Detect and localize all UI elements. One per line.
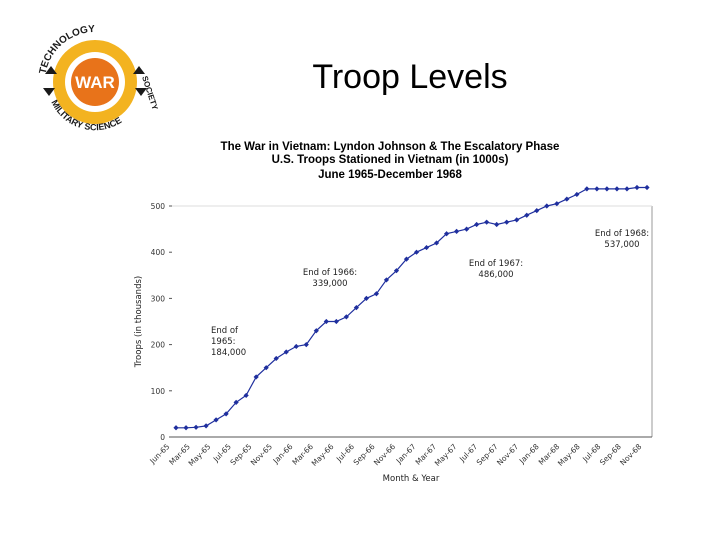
war-technology-society-logo: WAR TECHNOLOGY SOCIETY MILITARY SCIENCE [38,24,160,132]
data-point [594,186,600,192]
y-tick-label: 300 [151,294,166,303]
x-tick-label: May-65 [187,442,213,468]
annotation-line: 537,000 [604,240,639,250]
annotation-line: End of [211,326,239,336]
data-point [333,318,339,325]
data-point [443,231,450,237]
logo-arrow-icon [133,66,145,74]
data-point [253,374,259,380]
data-point [544,203,550,209]
data-point [634,184,640,191]
data-point [644,184,650,191]
data-point [283,349,289,355]
y-tick-label: 0 [160,433,165,442]
annotation-line: 1965: [211,337,236,347]
data-point [183,425,189,431]
data-point [574,191,580,198]
data-point [564,196,570,202]
data-point [193,424,199,430]
y-axis-label: Troops (in thousands) [134,276,144,368]
data-point [474,221,480,228]
annotation-label: End of 1968: 537,000 [595,229,649,250]
logo-arrow-icon [135,88,147,96]
data-point [494,221,500,228]
data-point [203,423,209,429]
x-tick-label: Nov-66 [372,442,397,467]
data-point [413,249,420,255]
data-point [514,217,520,223]
data-point [213,417,219,423]
series-line [176,186,647,429]
data-point [373,291,380,297]
data-point [293,343,299,350]
annotation-line: 486,000 [478,270,513,280]
x-tick-label: Nov-65 [249,442,274,467]
logo-arrow-icon [43,88,55,96]
data-point [353,305,359,311]
annotation-label: End of 1967: 486,000 [469,259,523,280]
annotation-line: 184,000 [211,348,246,358]
data-point [273,355,279,362]
data-point [624,186,630,192]
data-point [554,201,560,207]
data-point [524,212,530,218]
x-axis-label: Month & Year [383,474,440,484]
data-point [263,365,269,371]
annotation-line: End of 1966: [303,268,357,278]
annotation-line: End of 1968: [595,229,649,239]
chart-title-line: U.S. Troops Stationed in Vietnam (in 100… [272,154,509,166]
data-point [484,219,490,225]
data-point [223,411,229,417]
chart-title-line: June 1965-December 1968 [318,169,462,181]
data-point [534,208,540,214]
x-tick-label: May-66 [310,442,336,468]
data-point [584,186,590,192]
annotation-label: End of 1965: 184,000 [211,326,246,358]
data-point [453,228,460,235]
x-tick-label: Nov-67 [495,442,520,467]
data-point [614,186,620,192]
data-point [393,268,400,274]
data-point [363,295,370,301]
data-point [423,244,430,251]
annotation-line: End of 1967: [469,259,523,269]
logo-center-text: WAR [75,73,115,92]
data-point [233,399,239,405]
data-point [504,219,510,225]
y-tick-label: 400 [151,248,166,257]
data-point [383,277,390,283]
data-point [323,318,329,325]
x-tick-label: May-68 [556,442,582,468]
data-point [173,425,179,431]
data-point [464,226,470,232]
y-tick-label: 100 [151,387,166,396]
data-point [433,240,440,246]
y-tick-label: 200 [151,341,166,350]
y-tick-label: 500 [151,202,166,211]
chart-title-line: The War in Vietnam: Lyndon Johnson & The… [221,141,560,153]
data-point [303,342,309,348]
logo-arrow-icon [45,66,57,74]
data-point [313,328,319,334]
logo-center [71,58,119,106]
slide-title: Troop Levels [312,58,508,96]
data-point [343,314,349,320]
data-point [604,186,610,192]
annotation-line: 339,000 [312,279,347,289]
x-tick-label: May-67 [433,442,459,468]
x-tick-label: Nov-68 [618,442,643,467]
data-point [243,392,249,399]
annotation-label: End of 1966: 339,000 [303,268,357,289]
data-point [403,256,410,262]
